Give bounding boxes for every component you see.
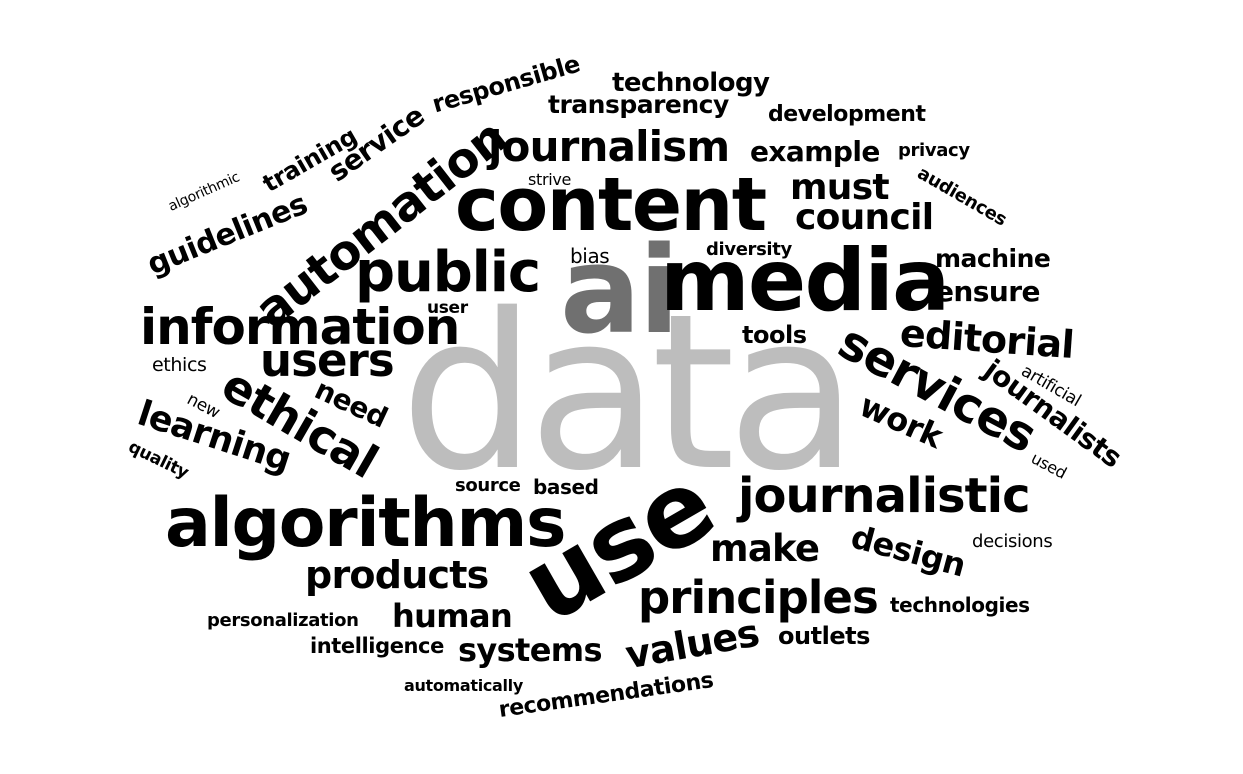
word-principles: principles	[638, 571, 879, 624]
word-ensure: ensure	[935, 275, 1041, 308]
word-recommendations: recommendations	[497, 668, 715, 723]
word-technologies: technologies	[890, 593, 1030, 617]
word-used: used	[1027, 448, 1070, 483]
word-algorithmic: algorithmic	[166, 169, 243, 215]
word-users: users	[260, 334, 395, 387]
word-council: council	[795, 197, 934, 238]
word-data: data	[400, 267, 858, 518]
word-human: human	[392, 597, 513, 635]
word-systems: systems	[458, 631, 603, 669]
word-editorial: editorial	[898, 310, 1076, 368]
word-machine: machine	[935, 244, 1051, 273]
word-example: example	[750, 135, 880, 168]
word-media: media	[660, 231, 950, 331]
word-source: source	[455, 475, 521, 496]
word-privacy: privacy	[898, 140, 970, 161]
word-transparency: transparency	[548, 90, 729, 119]
word-tools: tools	[742, 321, 807, 349]
word-technology: technology	[612, 68, 770, 98]
word-public: public	[355, 240, 541, 305]
word-user: user	[427, 298, 468, 318]
word-outlets: outlets	[778, 622, 870, 650]
word-journalistic: journalistic	[738, 468, 1031, 524]
word-intelligence: intelligence	[310, 634, 444, 658]
word-must: must	[790, 167, 890, 208]
word-development: development	[768, 102, 926, 127]
word-products: products	[305, 553, 489, 597]
word-ethics: ethics	[152, 354, 207, 376]
word-decisions: decisions	[972, 531, 1053, 552]
word-personalization: personalization	[207, 610, 359, 631]
word-diversity: diversity	[706, 239, 792, 260]
word-content: content	[455, 162, 767, 248]
word-ai: ai	[560, 222, 680, 361]
word-journalism: journalism	[488, 122, 730, 171]
word-algorithms: algorithms	[165, 484, 566, 563]
word-bias: bias	[570, 244, 610, 268]
word-make: make	[710, 527, 820, 570]
word-strive: strive	[528, 170, 572, 189]
word-automatically: automatically	[404, 676, 523, 695]
word-information: information	[140, 298, 460, 356]
word-based: based	[533, 475, 599, 499]
